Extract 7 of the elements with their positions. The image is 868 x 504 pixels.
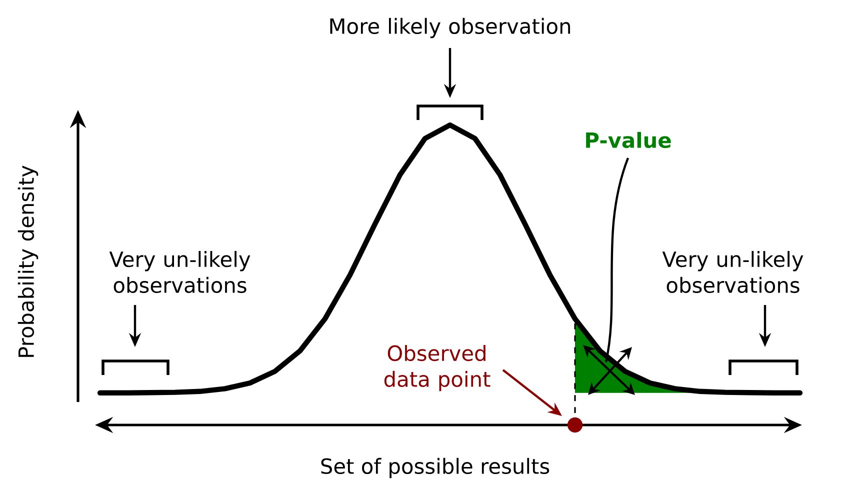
annotation: Very un-likely observations <box>662 250 804 294</box>
annotation: Very un-likely observations <box>109 250 250 294</box>
y-axis-title: Probability density <box>18 166 38 357</box>
annotation: P-value <box>586 132 671 148</box>
x-axis-title: Set of possible results <box>321 458 550 478</box>
text: More likely observation <box>330 18 570 38</box>
annotation: Observed data point <box>384 344 490 392</box>
